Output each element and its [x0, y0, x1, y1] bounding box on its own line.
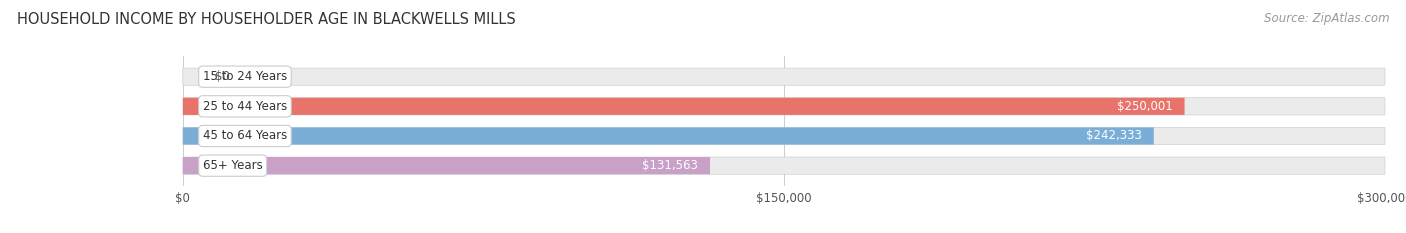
- FancyBboxPatch shape: [183, 68, 1385, 85]
- FancyBboxPatch shape: [183, 98, 1385, 115]
- Text: HOUSEHOLD INCOME BY HOUSEHOLDER AGE IN BLACKWELLS MILLS: HOUSEHOLD INCOME BY HOUSEHOLDER AGE IN B…: [17, 12, 516, 27]
- FancyBboxPatch shape: [183, 98, 1185, 115]
- Text: 65+ Years: 65+ Years: [202, 159, 263, 172]
- Text: 45 to 64 Years: 45 to 64 Years: [202, 130, 287, 143]
- FancyBboxPatch shape: [183, 157, 1385, 174]
- Text: $242,333: $242,333: [1085, 130, 1142, 143]
- Text: $131,563: $131,563: [643, 159, 697, 172]
- FancyBboxPatch shape: [183, 127, 1385, 145]
- FancyBboxPatch shape: [183, 157, 710, 174]
- Text: 25 to 44 Years: 25 to 44 Years: [202, 100, 287, 113]
- Text: $0: $0: [215, 70, 229, 83]
- Text: Source: ZipAtlas.com: Source: ZipAtlas.com: [1264, 12, 1389, 25]
- FancyBboxPatch shape: [183, 127, 1154, 145]
- Text: 15 to 24 Years: 15 to 24 Years: [202, 70, 287, 83]
- Text: $250,001: $250,001: [1116, 100, 1173, 113]
